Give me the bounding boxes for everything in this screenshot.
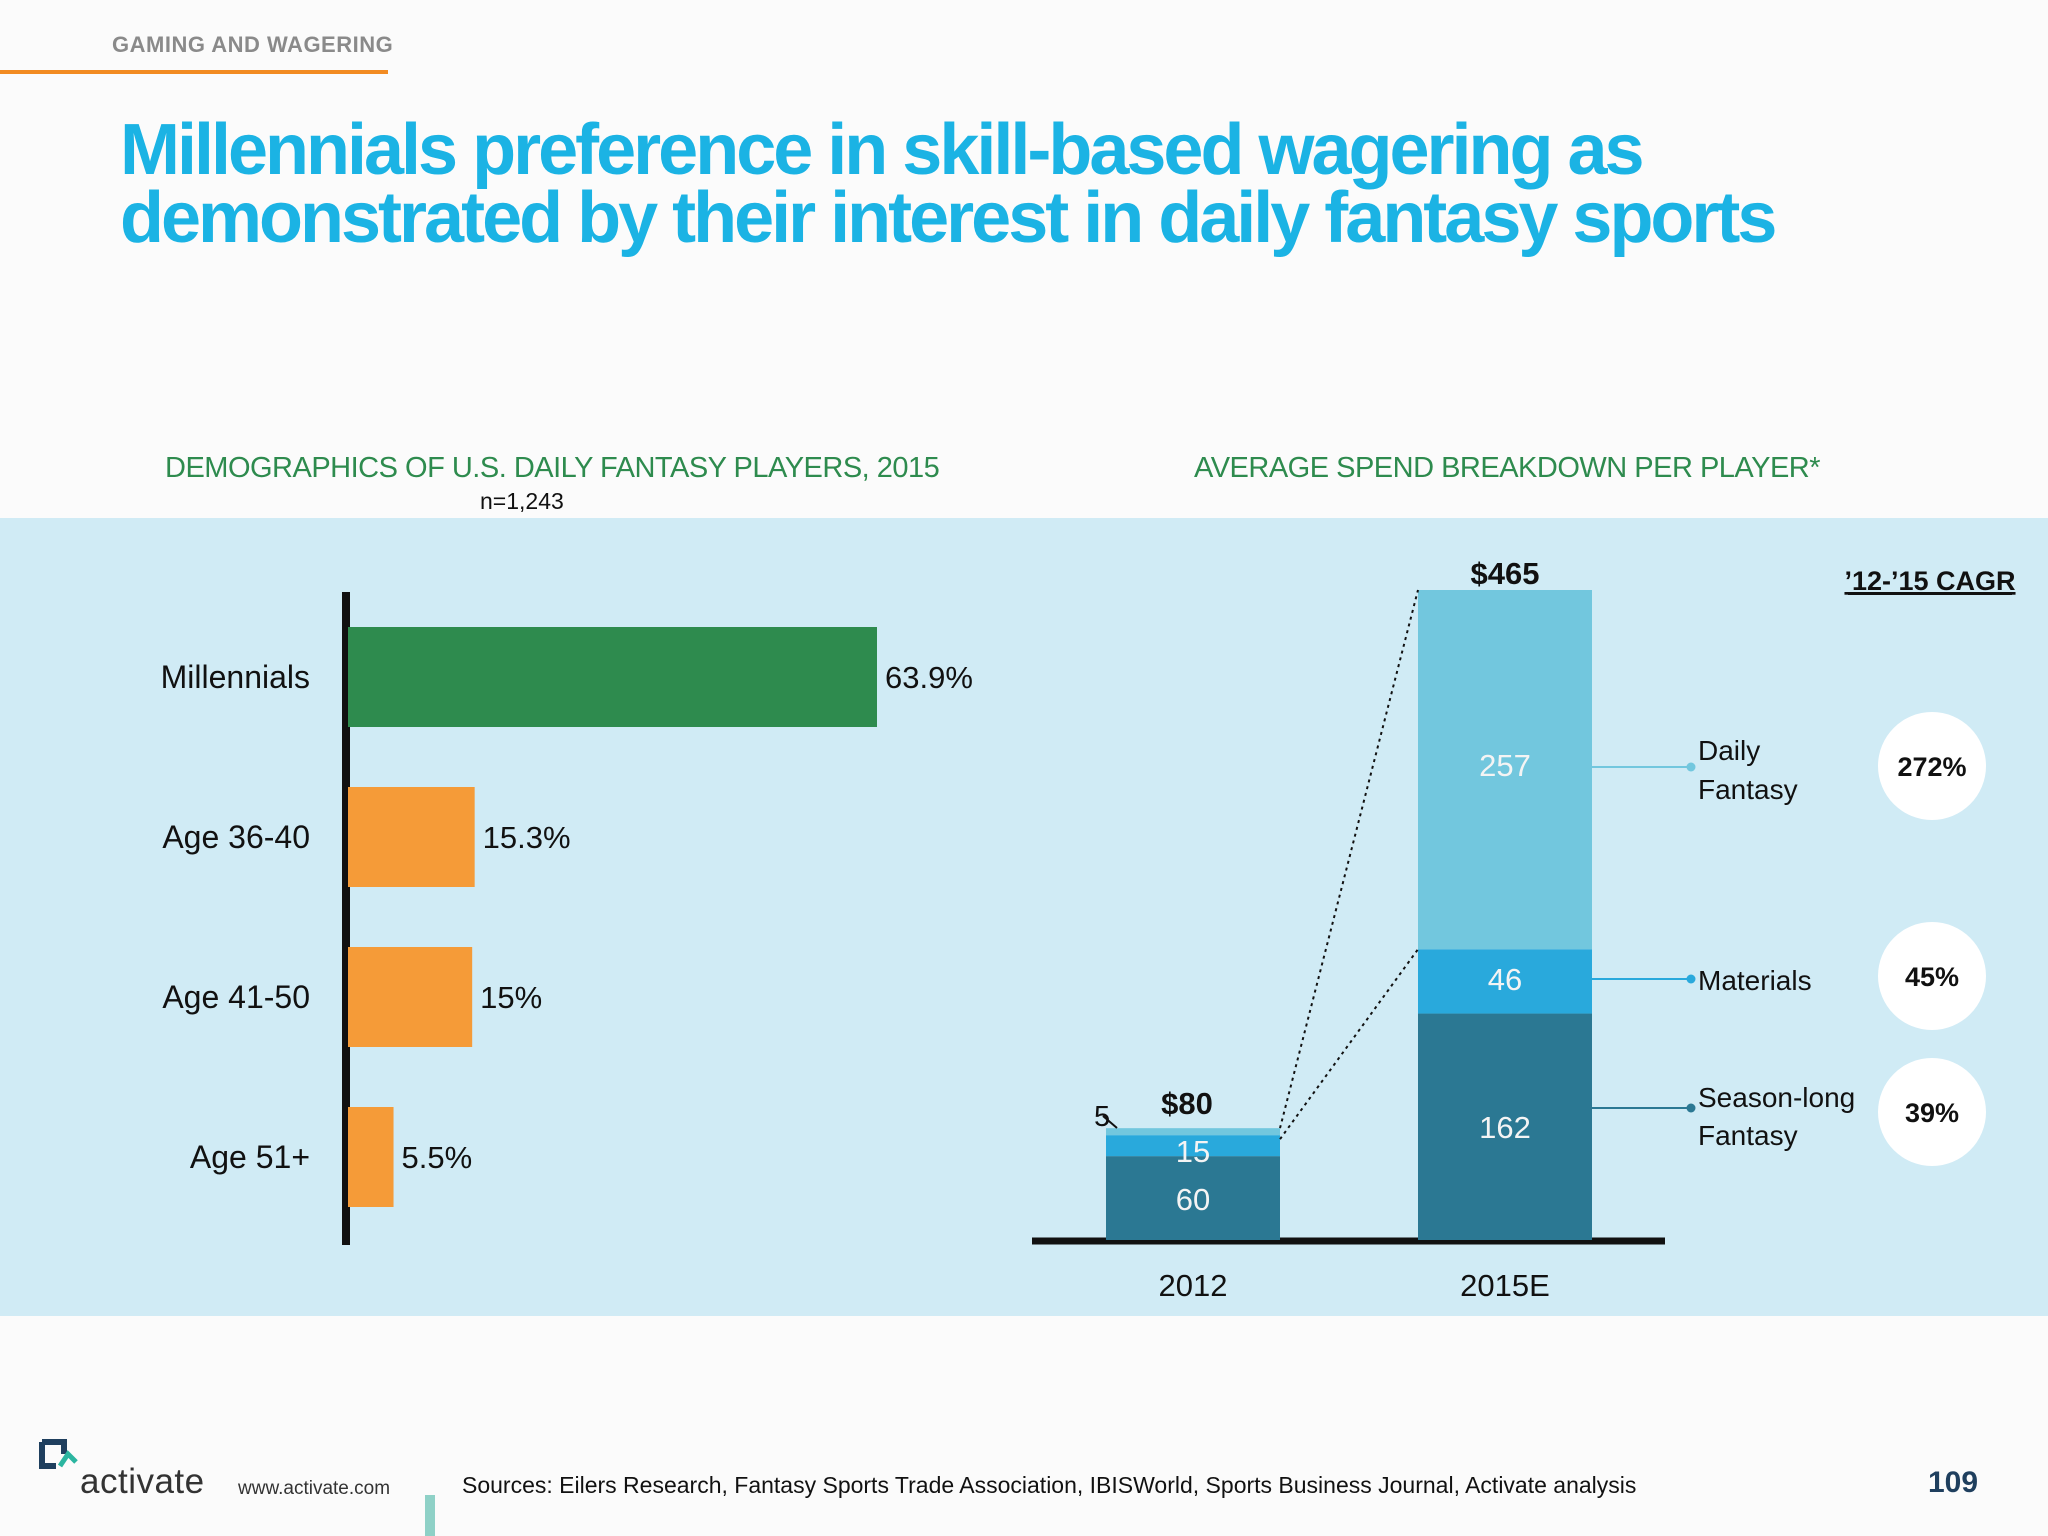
cagr-value: 272% [1897,752,1966,782]
demographics-value-label: 15.3% [483,820,571,855]
spend-total-label: $80 [1161,1086,1213,1121]
spend-category-label: 2015E [1460,1268,1550,1303]
demographics-category-label: Age 41-50 [162,979,310,1015]
spend-segment-value: 257 [1479,748,1531,783]
spend-segment-value: 46 [1488,962,1522,997]
spend-bar-segment [1418,949,1592,1014]
spend-leader-line [1102,1115,1118,1129]
demographics-value-label: 63.9% [885,660,973,695]
legend-dot [1686,762,1696,772]
demographics-chart-title: DEMOGRAPHICS OF U.S. DAILY FANTASY PLAYE… [165,452,940,484]
legend-label: Fantasy [1698,1120,1798,1151]
spend-chart-title: AVERAGE SPEND BREAKDOWN PER PLAYER* [1194,452,1821,484]
activate-logo-text: activate [80,1462,205,1501]
cagr-badge [1878,712,1986,820]
spend-segment-value: 60 [1176,1182,1210,1217]
legend-dot [1686,1103,1696,1113]
section-rule [0,70,388,74]
demographics-category-label: Age 36-40 [162,819,310,855]
legend-label: Materials [1698,965,1812,996]
demographics-sample-size: n=1,243 [480,488,564,514]
spend-total-label: $465 [1471,556,1540,591]
page-number: 109 [1928,1466,1979,1499]
demographics-value-label: 15% [480,980,542,1015]
section-tag: GAMING AND WAGERING [112,32,394,57]
spend-category-label: 2012 [1159,1268,1228,1303]
demographics-category-label: Age 51+ [190,1139,310,1175]
spend-segment-value: 5 [1094,1101,1110,1133]
demographics-value-label: 5.5% [402,1140,473,1175]
spend-bar-segment [1106,1128,1280,1136]
footer-sources: Sources: Eilers Research, Fantasy Sports… [462,1472,1637,1498]
spend-bar-segment [1106,1135,1280,1157]
demographics-bar [348,627,877,727]
demographics-category-label: Millennials [161,659,310,695]
spend-segment-value: 162 [1479,1110,1531,1145]
spend-bar-segment [1106,1156,1280,1240]
footer-accent-bar [425,1495,435,1536]
cagr-value: 45% [1905,962,1959,992]
demographics-bar [348,787,475,887]
demographics-bar [348,947,473,1047]
page-title: Millennials preference in skill-based wa… [120,110,1777,258]
spend-bar-segment [1418,590,1592,950]
legend-dot [1686,974,1696,984]
spend-bar-segment [1418,1013,1592,1240]
chart-panel [0,518,2048,1316]
legend-label: Fantasy [1698,774,1798,805]
cagr-value: 39% [1905,1098,1959,1128]
spend-segment-value: 15 [1176,1134,1210,1169]
demographics-bar [348,1107,394,1207]
legend-label: Season-long [1698,1082,1855,1113]
cagr-badge [1878,922,1986,1030]
spend-connector-line [1279,589,1419,1129]
footer-url[interactable]: www.activate.com [238,1478,391,1499]
legend-label: Daily [1698,735,1760,766]
cagr-legend-title: ’12-’15 CAGR [1844,566,2015,596]
cagr-badge [1878,1058,1986,1166]
activate-logo-icon [39,1439,78,1469]
